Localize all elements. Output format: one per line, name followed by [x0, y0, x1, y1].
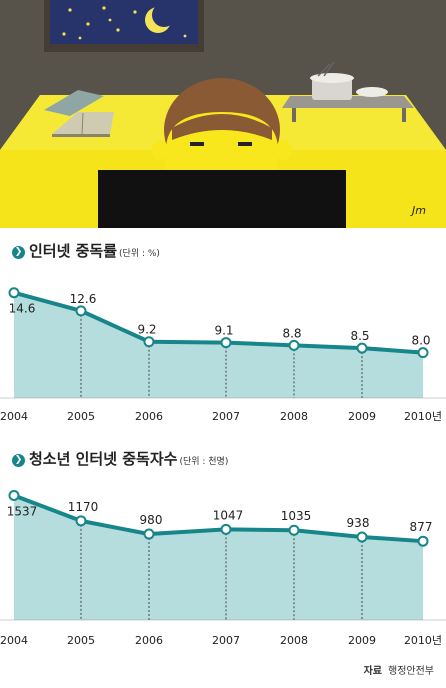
- chart-internet-addiction-rate: 14.6 2004 12.6 2005 9.2 2006 9.1 2007 8.8 2008 8.5…: [0, 287, 446, 423]
- data-label-2009: 8.5: [350, 329, 369, 343]
- tick-label-2006: 2006: [135, 634, 163, 647]
- data-label-2008: 1035: [281, 509, 312, 523]
- source-label: 자료: [363, 666, 382, 677]
- data-label-2010년: 8.0: [411, 334, 430, 348]
- chevron-right-icon: ❯: [12, 246, 25, 259]
- data-label-2006: 9.2: [137, 323, 156, 337]
- area-fill: [14, 495, 423, 620]
- tick-label-2005: 2005: [67, 634, 95, 647]
- chart1-title: ❯ 인터넷 중독률 (단위 : %): [12, 240, 160, 261]
- tick-label-2007: 2007: [212, 410, 240, 423]
- chart1-unit: (단위 : %): [119, 249, 160, 259]
- tick-label-2007: 2007: [212, 634, 240, 647]
- chart2-unit: (단위 : 천명): [179, 457, 229, 467]
- chart1-title-text: 인터넷 중독률: [29, 242, 118, 260]
- person-head-icon: [152, 78, 292, 182]
- data-point-2006: [143, 336, 155, 348]
- illustration-person-at-computer: Jm: [0, 0, 446, 228]
- tick-label-2008: 2008: [280, 410, 308, 423]
- data-point-2005: [75, 305, 87, 317]
- tick-label-2010년: 2010년: [404, 634, 442, 647]
- data-label-2004: 1537: [7, 504, 38, 518]
- data-point-2008: [288, 339, 300, 351]
- data-point-2009: [356, 342, 368, 354]
- data-label-2007: 9.1: [214, 324, 233, 338]
- data-label-2005: 12.6: [70, 292, 97, 306]
- data-point-2007: [220, 337, 232, 349]
- tick-label-2009: 2009: [348, 634, 376, 647]
- chart2-title: ❯ 청소년 인터넷 중독자수 (단위 : 천명): [12, 448, 228, 469]
- data-label-2004: 14.6: [9, 302, 36, 316]
- source-credit: 자료 행정안전부: [364, 662, 434, 677]
- data-point-2006: [143, 528, 155, 540]
- data-label-2005: 1170: [68, 500, 99, 514]
- source-text: 행정안전부: [388, 666, 434, 677]
- tick-label-2008: 2008: [280, 634, 308, 647]
- data-point-2010년: [417, 535, 429, 547]
- data-label-2010년: 877: [410, 520, 433, 534]
- data-label-2007: 1047: [213, 508, 244, 522]
- chevron-right-icon: ❯: [12, 454, 25, 467]
- area-fill: [14, 292, 423, 398]
- tick-label-2004: 2004: [0, 410, 28, 423]
- tick-label-2005: 2005: [67, 410, 95, 423]
- data-point-2005: [75, 515, 87, 527]
- cooking-pot-icon: [310, 61, 388, 100]
- data-label-2009: 938: [347, 516, 370, 530]
- chart-youth-internet-addicts: 1537 2004 1170 2005 980 2006 1047 2007 1035 2008 9…: [0, 489, 446, 647]
- data-point-2007: [220, 523, 232, 535]
- data-point-2009: [356, 531, 368, 543]
- open-book-icon: [44, 90, 114, 137]
- data-label-2008: 8.8: [282, 326, 301, 340]
- computer-monitor-icon: [98, 170, 346, 228]
- artist-signature: Jm: [410, 204, 426, 217]
- data-point-2004: [8, 287, 20, 299]
- tick-label-2006: 2006: [135, 410, 163, 423]
- crescent-moon-icon: [145, 3, 176, 33]
- data-point-2004: [8, 489, 20, 501]
- night-window-icon: [44, 0, 204, 52]
- tick-label-2009: 2009: [348, 410, 376, 423]
- data-label-2006: 980: [140, 513, 163, 527]
- tick-label-2004: 2004: [0, 634, 28, 647]
- low-table: [282, 61, 414, 122]
- chart2-title-text: 청소년 인터넷 중독자수: [29, 450, 178, 468]
- data-point-2010년: [417, 347, 429, 359]
- tick-label-2010년: 2010년: [404, 410, 442, 423]
- data-point-2008: [288, 524, 300, 536]
